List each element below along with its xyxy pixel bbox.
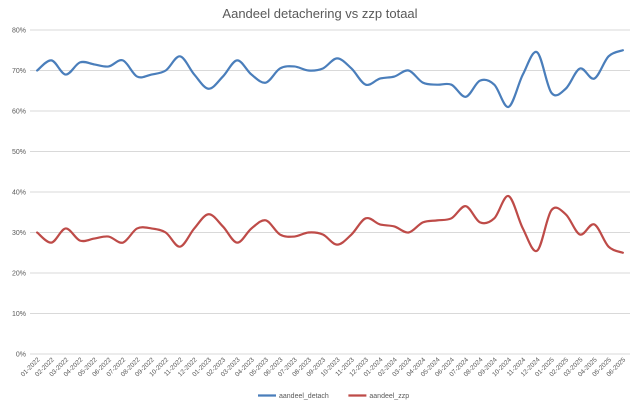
chart-title: Aandeel detachering vs zzp totaal: [222, 6, 418, 21]
y-tick-label: 40%: [12, 190, 26, 197]
y-tick-label: 80%: [12, 28, 26, 35]
legend-label: aandeel_zzp: [369, 393, 409, 400]
y-tick-label: 50%: [12, 149, 26, 156]
y-tick-label: 70%: [12, 68, 26, 75]
y-axis: 0% 10% 20% 30% 40% 50% 60% 70% 80%: [12, 28, 26, 359]
x-axis: 01-202202-202203-202204-202205-202206-20…: [20, 356, 628, 378]
y-tick-label: 10%: [12, 311, 26, 318]
y-tick-label: 60%: [12, 109, 26, 116]
series-line-aandeel_zzp: [36, 194, 624, 254]
y-tick-label: 30%: [12, 230, 26, 237]
legend: aandeel_detach aandeel_zzp: [258, 393, 409, 400]
gridlines: [30, 29, 630, 355]
legend-label: aandeel_detach: [279, 393, 329, 400]
y-tick-label: 0%: [16, 352, 26, 359]
series-line-aandeel_detach: [36, 49, 624, 109]
y-tick-label: 20%: [12, 271, 26, 278]
series-lines: [36, 49, 624, 254]
